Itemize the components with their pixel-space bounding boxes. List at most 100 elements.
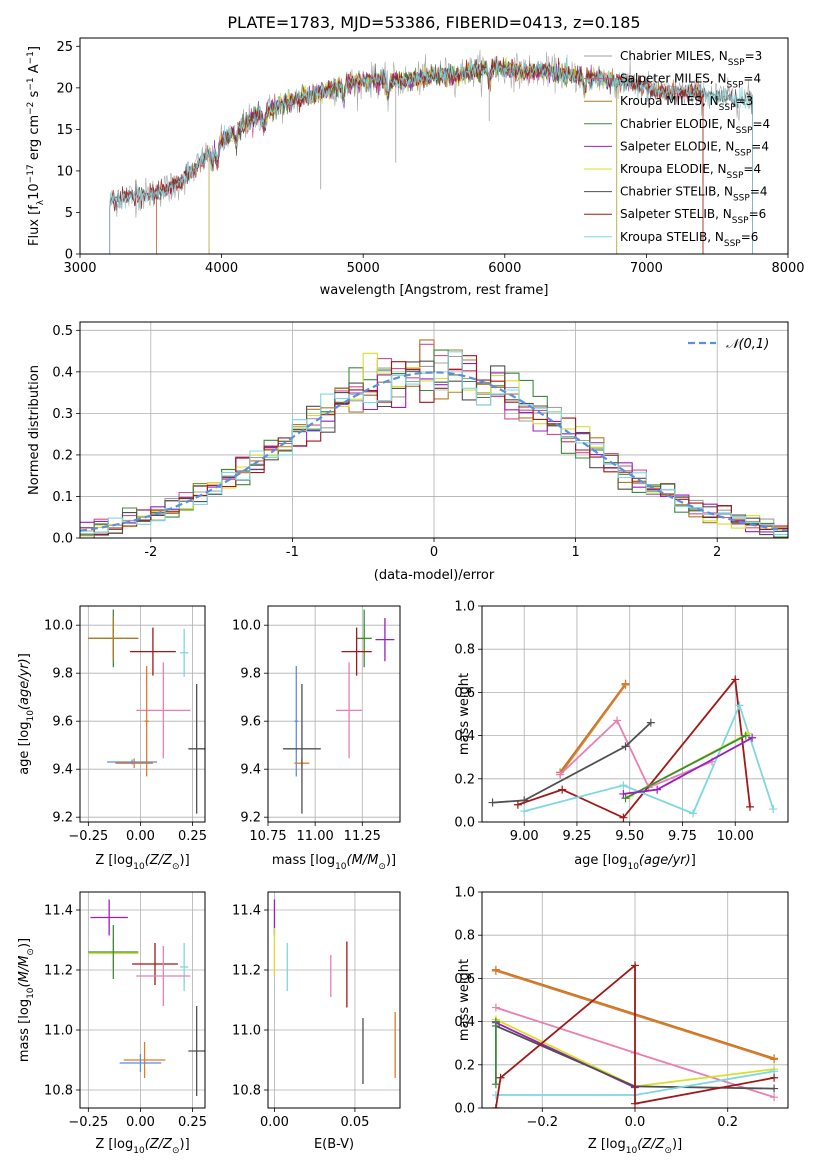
- y-tick-label: 0.6: [454, 686, 475, 701]
- residuals-legend: 𝒩(0,1): [688, 337, 769, 352]
- x-tick-label: −0.2: [526, 1115, 558, 1130]
- x-tick-label: 9.25: [562, 829, 591, 844]
- spectrum-axes: 3000 4000 5000 6000 7000 8000 0 5 10 15 20 25 wavele…: [26, 37, 805, 298]
- errorbar-point: [341, 627, 372, 676]
- x-tick-label: 11.25: [344, 829, 381, 844]
- errorbar-point: [180, 943, 189, 991]
- age-mass-axes-plot-area: [283, 609, 395, 814]
- age-z-axes-plot-area: [88, 609, 205, 814]
- weight-marker: [621, 742, 630, 751]
- x-tick-label: 0.00: [260, 1115, 289, 1130]
- y-tick-label: 1.0: [454, 886, 475, 901]
- weight-z-axes: −0.2 0.0 0.2 0.0 0.2 0.4 0.6 0.8 1.0 Z [log10(Z/Z…: [454, 886, 789, 1156]
- weight-marker: [731, 675, 740, 684]
- y-tick-label: 9.4: [240, 763, 261, 778]
- x-tick-label: 9.00: [510, 829, 539, 844]
- axes-frame: [79, 321, 789, 539]
- y-axis-label: mass [log10(M/M⊙)]: [17, 938, 36, 1062]
- residuals-axes-plot-area: [80, 339, 788, 538]
- axes-frame: [79, 891, 206, 1109]
- y-axis-label: Normed distribution: [27, 365, 42, 495]
- x-tick-label: 0.0: [625, 1115, 646, 1130]
- age-mass-axes: 10.75 11.00 11.25 9.2 9.4 9.6 9.8 10.0 mass [log…: [232, 605, 401, 872]
- y-tick-label: 9.2: [240, 811, 261, 826]
- y-tick-label: 11.0: [44, 1024, 73, 1039]
- errorbar-point: [130, 627, 176, 676]
- x-axis-label: (data-model)/error: [374, 568, 495, 583]
- weight-marker: [646, 718, 655, 727]
- legend-entry: Kroupa ELODIE, NSSP=4: [620, 162, 761, 181]
- weight-marker: [653, 785, 662, 794]
- weight-marker: [689, 809, 698, 818]
- axes-frame: [481, 605, 789, 823]
- weight-marker: [491, 1017, 500, 1026]
- y-tick-label: 9.4: [52, 763, 73, 778]
- x-tick-label: 7000: [630, 261, 663, 276]
- spectrum-legend: Chabrier MILES, NSSP=3 Salpeter MILES, NS…: [584, 49, 770, 249]
- y-tick-label: 11.2: [232, 964, 261, 979]
- weight-marker: [631, 961, 639, 970]
- weight-marker: [619, 813, 628, 822]
- x-tick-label: 0.00: [126, 829, 155, 844]
- x-axis-label: age [log10(age/yr)]: [574, 853, 696, 872]
- legend-entry: Chabrier ELODIE, NSSP=4: [620, 117, 770, 136]
- legend-entry: Chabrier MILES, NSSP=3: [620, 49, 762, 68]
- weight-marker: [520, 807, 529, 816]
- weight-marker: [769, 805, 778, 814]
- weight-marker: [621, 794, 630, 803]
- x-tick-label: 2: [713, 545, 721, 560]
- x-axis-label: Z [log10(Z/Z⊙)]: [95, 1137, 189, 1156]
- x-tick-label: 6000: [488, 261, 521, 276]
- x-tick-label: 0.05: [340, 1115, 369, 1130]
- x-tick-label: 1: [571, 545, 579, 560]
- weight-marker: [488, 798, 497, 807]
- errorbar-point: [115, 758, 153, 768]
- x-axis-label: Z [log10(Z/Z⊙)]: [95, 853, 189, 872]
- errorbar-point: [188, 1006, 205, 1096]
- errorbar-point: [119, 1054, 162, 1072]
- y-tick-label: 0.2: [454, 1058, 475, 1073]
- weight-marker: [770, 1073, 779, 1082]
- y-tick-label: 0.0: [52, 532, 73, 547]
- y-tick-label: 0.6: [454, 972, 475, 987]
- y-tick-label: 0.0: [454, 1102, 475, 1117]
- errorbar-point: [88, 925, 139, 979]
- y-tick-label: 1.0: [454, 600, 475, 615]
- x-tick-label: 0.2: [717, 1115, 738, 1130]
- errorbar-point: [375, 618, 395, 662]
- legend-entry: Kroupa STELIB, NSSP=6: [620, 230, 758, 249]
- errorbar-point: [294, 666, 299, 777]
- y-tick-label: 10: [56, 164, 73, 179]
- y-tick-label: 9.6: [240, 715, 261, 730]
- errorbar-point: [132, 943, 178, 985]
- weight-marker: [491, 966, 500, 975]
- weight-line: [492, 721, 652, 804]
- x-tick-label: -2: [144, 545, 157, 560]
- mass-ebv-axes-plot-area: [273, 899, 396, 1084]
- axes-frame: [267, 891, 401, 1109]
- x-tick-label: 9.50: [615, 829, 644, 844]
- x-axis-label: E(B-V): [314, 1137, 354, 1152]
- axes-frame: [79, 605, 206, 823]
- age-z-axes: −0.25 0.00 0.25 9.2 9.4 9.6 9.8 10.0 Z [log10(Z/…: [17, 605, 207, 872]
- weight-marker: [496, 1073, 505, 1082]
- errorbar-point: [356, 609, 372, 668]
- x-tick-label: 5000: [347, 261, 380, 276]
- y-tick-label: 11.2: [44, 964, 73, 979]
- x-tick-label: −0.25: [68, 1115, 108, 1130]
- y-tick-label: 10.0: [44, 619, 73, 634]
- y-tick-label: 9.8: [240, 667, 261, 682]
- weight-age-axes-plot-area: [488, 675, 778, 822]
- legend-entry: Salpeter ELODIE, NSSP=4: [620, 139, 769, 158]
- errorbar-point: [107, 759, 158, 765]
- y-tick-label: 9.8: [52, 667, 73, 682]
- weight-line: [625, 734, 747, 799]
- weight-marker: [619, 789, 628, 798]
- weight-marker: [556, 770, 565, 779]
- errorbar-point: [123, 1042, 166, 1078]
- y-tick-label: 20: [56, 81, 73, 96]
- y-tick-label: 0.3: [52, 407, 73, 422]
- errorbar-point: [136, 946, 191, 1006]
- weight-marker: [619, 781, 628, 790]
- spectrum-axes-plot-area: [109, 49, 753, 254]
